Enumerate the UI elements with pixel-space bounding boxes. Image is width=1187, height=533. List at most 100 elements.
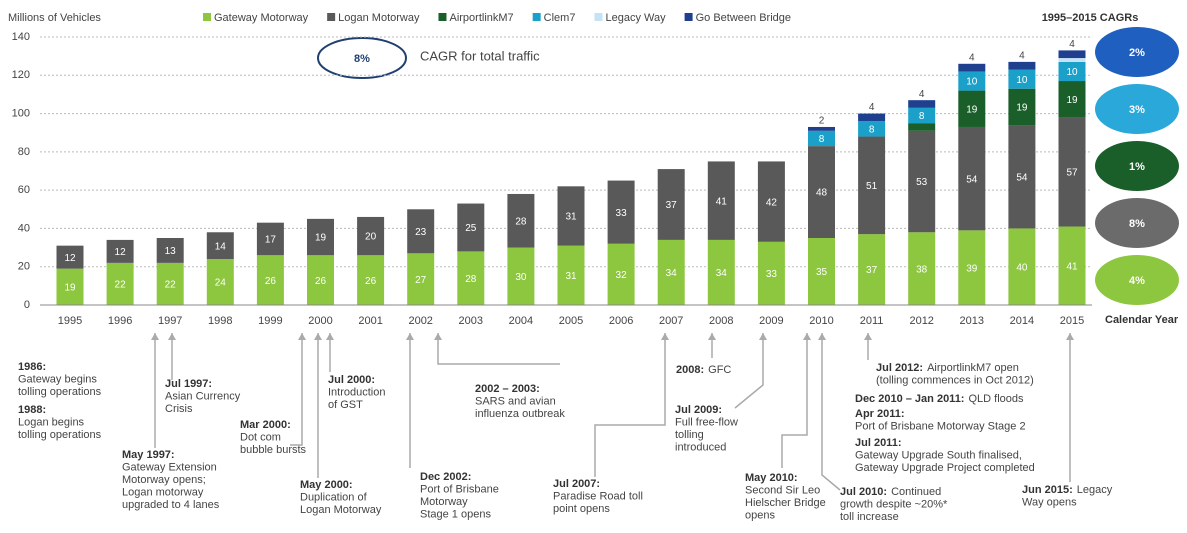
data-label: 35	[816, 267, 828, 278]
data-label: 24	[215, 278, 227, 289]
bar-segment	[958, 63, 986, 72]
bar-segment	[657, 239, 685, 305]
x-tick-label: 2014	[1010, 315, 1034, 327]
annotation-text: influenza outbreak	[475, 408, 565, 420]
bar-segment	[1058, 81, 1086, 118]
cagr-circle	[1095, 27, 1179, 77]
annotation-arrowhead	[406, 333, 414, 340]
x-tick-label: 2013	[960, 315, 984, 327]
cagr-label: 8%	[1129, 218, 1145, 230]
bar-segment	[1008, 228, 1036, 305]
annotation-text: upgraded to 4 lanes	[122, 499, 220, 511]
annotation-text: Logan Motorway	[300, 504, 382, 516]
annotation-text: Port of Brisbane Motorway Stage 2	[855, 420, 1026, 432]
data-label: 19	[1016, 103, 1028, 114]
y-tick-label: 100	[12, 107, 30, 119]
annotation-arrowhead	[298, 333, 306, 340]
annotation-text: Gateway Upgrade Project completed	[855, 462, 1035, 474]
bar-segment	[256, 222, 284, 256]
annotation-arrowhead	[661, 333, 669, 340]
y-tick-label: 140	[12, 31, 30, 43]
bar-segment	[56, 245, 84, 269]
bar-segment	[1058, 61, 1086, 82]
bar-segment	[206, 232, 234, 260]
x-tick-label: 2006	[609, 315, 633, 327]
annotation-text: point opens	[553, 503, 610, 515]
annotation-connector	[821, 333, 841, 491]
annotation-date: Jul 2007:	[553, 478, 600, 490]
annotation-text: Duplication of	[300, 491, 368, 503]
data-label: 19	[1066, 95, 1078, 106]
legend-swatch	[327, 13, 336, 21]
x-tick-label: 1995	[58, 315, 82, 327]
bar-segment	[1058, 58, 1086, 62]
x-tick-label: 2002	[408, 315, 432, 327]
annotation-connector	[437, 333, 560, 365]
legend-label: Go Between Bridge	[696, 12, 791, 24]
bar-segment	[607, 243, 635, 305]
data-label: 4	[1019, 51, 1025, 62]
x-tick-label: 2007	[659, 315, 683, 327]
x-tick-label: 1996	[108, 315, 132, 327]
annotation-arrowhead	[151, 333, 159, 340]
data-label: 19	[64, 282, 76, 293]
bar-segment	[1008, 88, 1036, 126]
bar-segment	[1058, 50, 1086, 59]
annotation-text: Way opens	[1022, 496, 1077, 508]
bar-segment	[1058, 117, 1086, 227]
data-label: 4	[869, 102, 875, 113]
bar-segment	[908, 232, 936, 305]
annotation-date: Mar 2000:	[240, 419, 291, 431]
annotation-connector	[594, 333, 666, 477]
data-label: 42	[766, 197, 778, 208]
x-tick-label: 1998	[208, 315, 232, 327]
x-tick-label: 1999	[258, 315, 282, 327]
cagr-circle	[1095, 198, 1179, 248]
annotation-arrowhead	[168, 333, 176, 340]
bar-segment	[607, 180, 635, 244]
total-cagr-ellipse	[317, 37, 407, 79]
annotation-text: AirportlinkM7 open	[927, 362, 1019, 374]
data-label: 26	[365, 276, 377, 287]
bar-segment	[1008, 125, 1036, 229]
annotation-text: Asian Currency	[165, 390, 241, 402]
annotation-text: of GST	[328, 399, 363, 411]
data-label: 19	[315, 233, 327, 244]
data-label: 33	[766, 269, 778, 280]
data-label: 28	[465, 274, 477, 285]
annotation-date: Jul 2000:	[328, 374, 375, 386]
total-cagr-text: CAGR for total traffic	[420, 48, 540, 63]
annotation-connector	[781, 333, 808, 468]
legend-swatch	[594, 13, 603, 21]
annotation-text: GFC	[708, 364, 731, 376]
bar-segment	[858, 136, 886, 235]
legend-label: Logan Motorway	[338, 12, 420, 24]
data-label: 4	[969, 52, 975, 63]
legend-label: Gateway Motorway	[214, 12, 309, 24]
cagr-label: 3%	[1129, 104, 1145, 116]
data-label: 34	[666, 268, 678, 279]
data-label: 20	[365, 232, 377, 243]
data-label: 54	[1016, 172, 1028, 183]
legend-label: AirportlinkM7	[449, 12, 513, 24]
data-label: 8	[919, 111, 925, 122]
annotation-arrowhead	[708, 333, 716, 340]
annotation-text: bubble bursts	[240, 444, 307, 456]
data-label: 41	[716, 196, 728, 207]
legend-label: Legacy Way	[605, 12, 666, 24]
data-label: 28	[515, 216, 527, 227]
x-tick-label: 2011	[860, 315, 884, 327]
data-label: 27	[415, 275, 427, 286]
data-label: 26	[315, 276, 327, 287]
data-label: 32	[616, 270, 628, 281]
bar-segment	[106, 262, 134, 305]
x-tick-label: 2000	[308, 315, 332, 327]
bar-segment	[507, 247, 535, 305]
data-label: 51	[866, 181, 878, 192]
annotation-text: Legacy	[1077, 484, 1113, 496]
annotation-arrowhead	[314, 333, 322, 340]
data-label: 37	[666, 200, 678, 211]
x-tick-label: 2010	[809, 315, 833, 327]
